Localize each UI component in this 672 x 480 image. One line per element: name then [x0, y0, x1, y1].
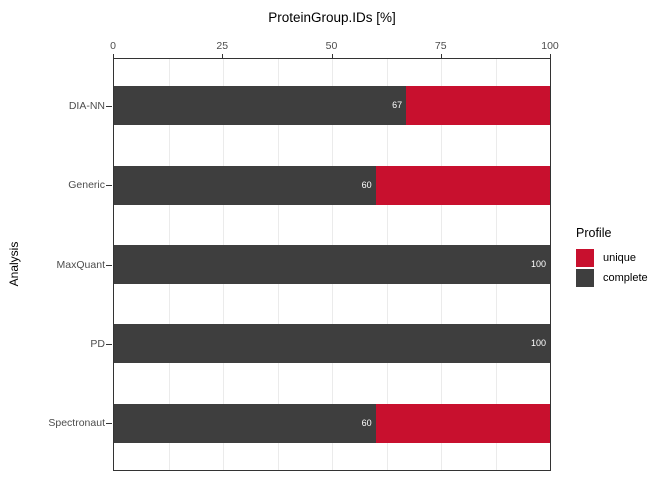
- y-tick-label: Generic: [68, 179, 105, 192]
- x-tick-label: 75: [434, 40, 447, 52]
- bar-value-label: 100: [530, 338, 546, 349]
- bar-row: 60: [114, 165, 550, 205]
- y-tick-label: DIA-NN: [68, 99, 105, 112]
- bar-row: 60: [114, 403, 550, 443]
- bar-value-label: 60: [361, 417, 372, 428]
- legend-item: complete: [576, 269, 648, 287]
- bar-value-label: 100: [530, 259, 546, 269]
- x-tick-label: 100: [541, 40, 559, 52]
- bar-segment-complete: 67: [114, 86, 407, 126]
- bar-segment-complete: 100: [114, 324, 550, 364]
- bar-segment-unique: [406, 86, 550, 126]
- x-tick-mark: [113, 54, 114, 58]
- x-tick-label: 50: [325, 40, 338, 52]
- x-tick-label: 25: [216, 40, 229, 52]
- legend-swatch: [576, 249, 594, 267]
- x-tick-mark: [550, 54, 551, 58]
- y-tick-label: MaxQuant: [56, 258, 105, 271]
- legend-swatch: [576, 269, 594, 287]
- bar-segment-unique: [375, 403, 550, 443]
- bar-segment-complete: 60: [114, 165, 376, 205]
- bar-segment-unique: [375, 165, 550, 205]
- x-tick-mark: [331, 54, 333, 58]
- y-tick-label: PD: [90, 337, 105, 350]
- y-tick-mark: [106, 105, 112, 107]
- y-tick-label: Spectronaut: [48, 417, 105, 430]
- bar-value-label: 67: [392, 100, 403, 111]
- legend: Profile unique complete: [576, 226, 648, 289]
- plot-panel: 67 60 100 100 60: [113, 58, 551, 471]
- bar-row: 100: [114, 324, 550, 364]
- bar-value-label: 60: [361, 179, 372, 190]
- legend-item-label: unique: [603, 252, 637, 264]
- x-tick-mark: [440, 54, 442, 58]
- legend-item: unique: [576, 249, 648, 267]
- x-tick-label: 0: [110, 40, 116, 52]
- bar-segment-complete: 60: [114, 403, 376, 443]
- x-tick-mark: [222, 54, 224, 58]
- legend-title: Profile: [576, 226, 612, 240]
- legend-item-label: complete: [603, 272, 648, 284]
- bar-segment-complete: 100: [114, 245, 550, 284]
- bar-row: 100: [114, 245, 550, 284]
- y-tick-mark: [106, 264, 112, 266]
- y-tick-mark: [106, 423, 112, 425]
- legend-items: unique complete: [576, 249, 648, 287]
- chart-title: ProteinGroup.IDs [%]: [268, 10, 396, 25]
- y-tick-mark: [106, 185, 112, 187]
- y-tick-mark: [106, 343, 112, 345]
- bar-row: 67: [114, 86, 550, 126]
